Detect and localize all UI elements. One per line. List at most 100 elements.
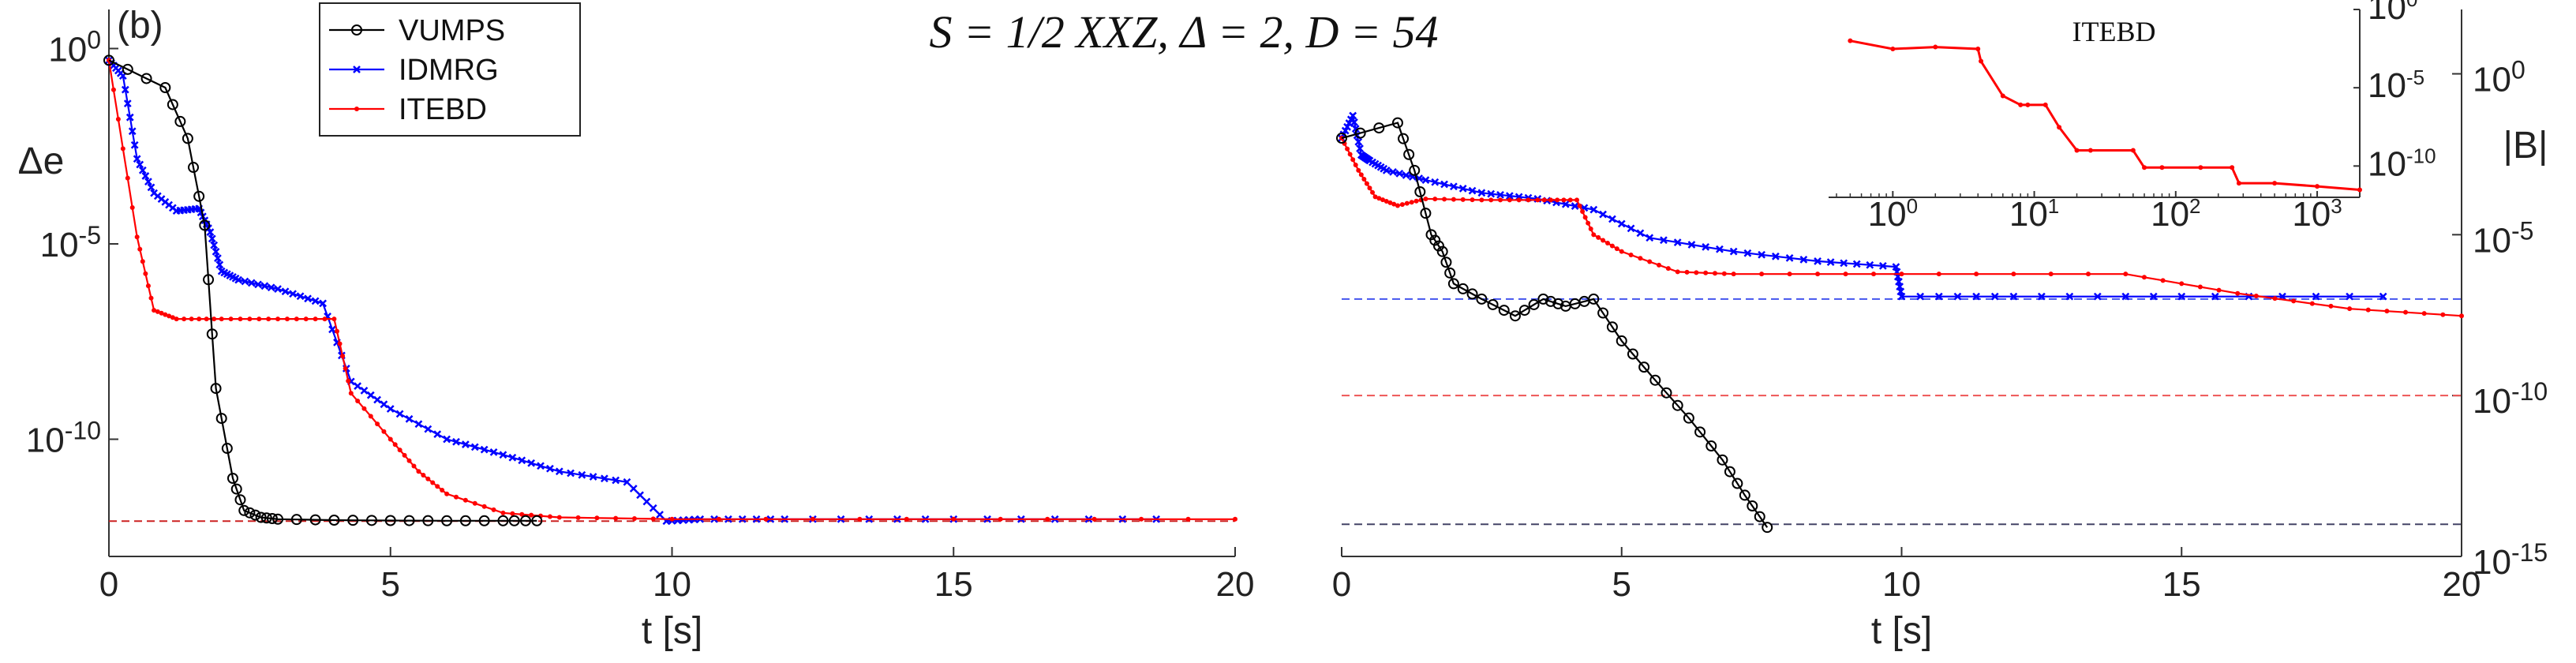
data-point-vumps xyxy=(1409,164,1421,176)
data-point-idmrg xyxy=(1972,292,1980,301)
inset-background xyxy=(1829,9,2360,197)
data-point-itebd xyxy=(1367,185,1372,191)
data-point-itebd xyxy=(2253,293,2259,298)
data-point-itebd xyxy=(1848,38,1853,43)
data-point-itebd xyxy=(2130,148,2136,153)
data-point-idmrg xyxy=(214,254,222,262)
x-tick-label: 100 xyxy=(1868,194,1918,234)
data-point-idmrg xyxy=(125,113,134,122)
data-point-vumps xyxy=(497,515,509,526)
data-point-itebd xyxy=(1843,272,1848,277)
data-point-idmrg xyxy=(623,478,631,486)
data-point-idmrg xyxy=(1702,242,1710,251)
data-point-idmrg xyxy=(1758,250,1766,259)
data-point-itebd xyxy=(2216,287,2222,293)
data-point-itebd xyxy=(284,317,290,322)
data-point-itebd xyxy=(1185,516,1191,522)
data-point-itebd xyxy=(1759,272,1765,277)
data-point-itebd xyxy=(247,317,253,322)
data-point-idmrg xyxy=(1589,205,1598,214)
data-point-itebd xyxy=(1574,197,1579,203)
y-tick-label: 10-5 xyxy=(40,221,101,264)
data-point-itebd xyxy=(1548,197,1553,203)
legend-label-vumps: VUMPS xyxy=(399,14,505,47)
y-axis-label: |B| xyxy=(2503,125,2548,167)
data-point-idmrg xyxy=(138,166,147,174)
data-point-idmrg xyxy=(147,183,155,192)
data-point-idmrg xyxy=(121,85,129,94)
data-point-vumps xyxy=(234,494,246,506)
data-point-itebd xyxy=(1974,272,1979,277)
data-point-idmrg xyxy=(2211,292,2219,301)
data-point-vumps xyxy=(1518,305,1530,317)
data-point-itebd xyxy=(440,487,445,493)
x-tick-label: 5 xyxy=(1612,565,1631,604)
y-tick-label: 10-10 xyxy=(26,417,101,460)
data-point-itebd xyxy=(266,317,271,322)
data-point-vumps xyxy=(1606,321,1618,333)
data-point-itebd xyxy=(453,494,459,500)
data-point-idmrg xyxy=(1953,292,1962,301)
series-markers-idmrg xyxy=(105,56,1160,526)
data-point-idmrg xyxy=(123,99,132,108)
series-markers-itebd xyxy=(1848,38,2362,193)
data-point-idmrg xyxy=(2037,292,2046,301)
data-point-itebd xyxy=(2230,165,2235,170)
data-point-itebd xyxy=(1647,259,1653,264)
data-point-vumps xyxy=(1528,298,1540,310)
data-point-idmrg xyxy=(1421,176,1430,184)
data-point-idmrg xyxy=(234,275,242,284)
data-point-itebd xyxy=(219,317,224,322)
data-point-itebd xyxy=(2123,272,2129,277)
data-point-idmrg xyxy=(136,160,144,169)
data-point-vumps xyxy=(1403,148,1415,160)
data-point-idmrg xyxy=(1458,185,1467,193)
data-point-idmrg xyxy=(296,292,305,301)
data-point-idmrg xyxy=(130,140,139,149)
data-point-itebd xyxy=(2365,307,2371,313)
data-point-itebd xyxy=(313,317,318,322)
data-point-itebd xyxy=(2087,148,2093,153)
data-point-idmrg xyxy=(1646,234,1654,242)
data-point-itebd xyxy=(1432,197,1438,202)
data-point-itebd xyxy=(2011,272,2016,277)
data-point-itebd xyxy=(2025,102,2031,107)
data-point-vumps xyxy=(1747,500,1758,512)
series-markers-itebd xyxy=(107,58,1237,522)
data-point-itebd xyxy=(397,448,402,453)
data-point-itebd xyxy=(472,500,477,506)
data-point-vumps xyxy=(478,515,490,526)
data-point-itebd xyxy=(361,406,367,411)
data-point-vumps xyxy=(203,274,215,286)
data-point-vumps xyxy=(103,54,114,66)
data-point-itebd xyxy=(140,259,145,264)
data-point-idmrg xyxy=(144,178,152,186)
data-point-itebd xyxy=(1609,243,1615,249)
data-point-idmrg xyxy=(629,485,638,493)
data-point-vumps xyxy=(206,328,218,340)
data-point-itebd xyxy=(1684,269,1690,275)
data-point-idmrg xyxy=(1990,292,1999,301)
data-point-itebd xyxy=(2309,301,2315,306)
data-point-itebd xyxy=(1139,516,1144,522)
data-point-itebd xyxy=(1567,197,1573,203)
data-point-itebd xyxy=(388,436,393,442)
data-point-idmrg xyxy=(1852,260,1861,268)
x-tick-label: 15 xyxy=(934,565,973,604)
data-point-idmrg xyxy=(1402,171,1410,179)
data-point-vumps xyxy=(122,63,133,75)
data-point-itebd xyxy=(2403,309,2409,315)
data-point-itebd xyxy=(1899,272,1904,277)
data-point-vumps xyxy=(422,515,434,526)
data-point-idmrg xyxy=(254,280,262,289)
legend-marker-itebd xyxy=(354,107,359,111)
data-point-idmrg xyxy=(1771,252,1780,260)
data-point-idmrg xyxy=(206,228,215,236)
data-point-itebd xyxy=(1488,197,1494,203)
data-point-itebd xyxy=(631,516,637,522)
data-point-itebd xyxy=(334,328,339,334)
y-tick-label: 100 xyxy=(48,26,101,69)
data-point-vumps xyxy=(221,443,233,455)
data-point-vumps xyxy=(1739,489,1750,501)
x-axis-label: t [s] xyxy=(642,610,702,652)
